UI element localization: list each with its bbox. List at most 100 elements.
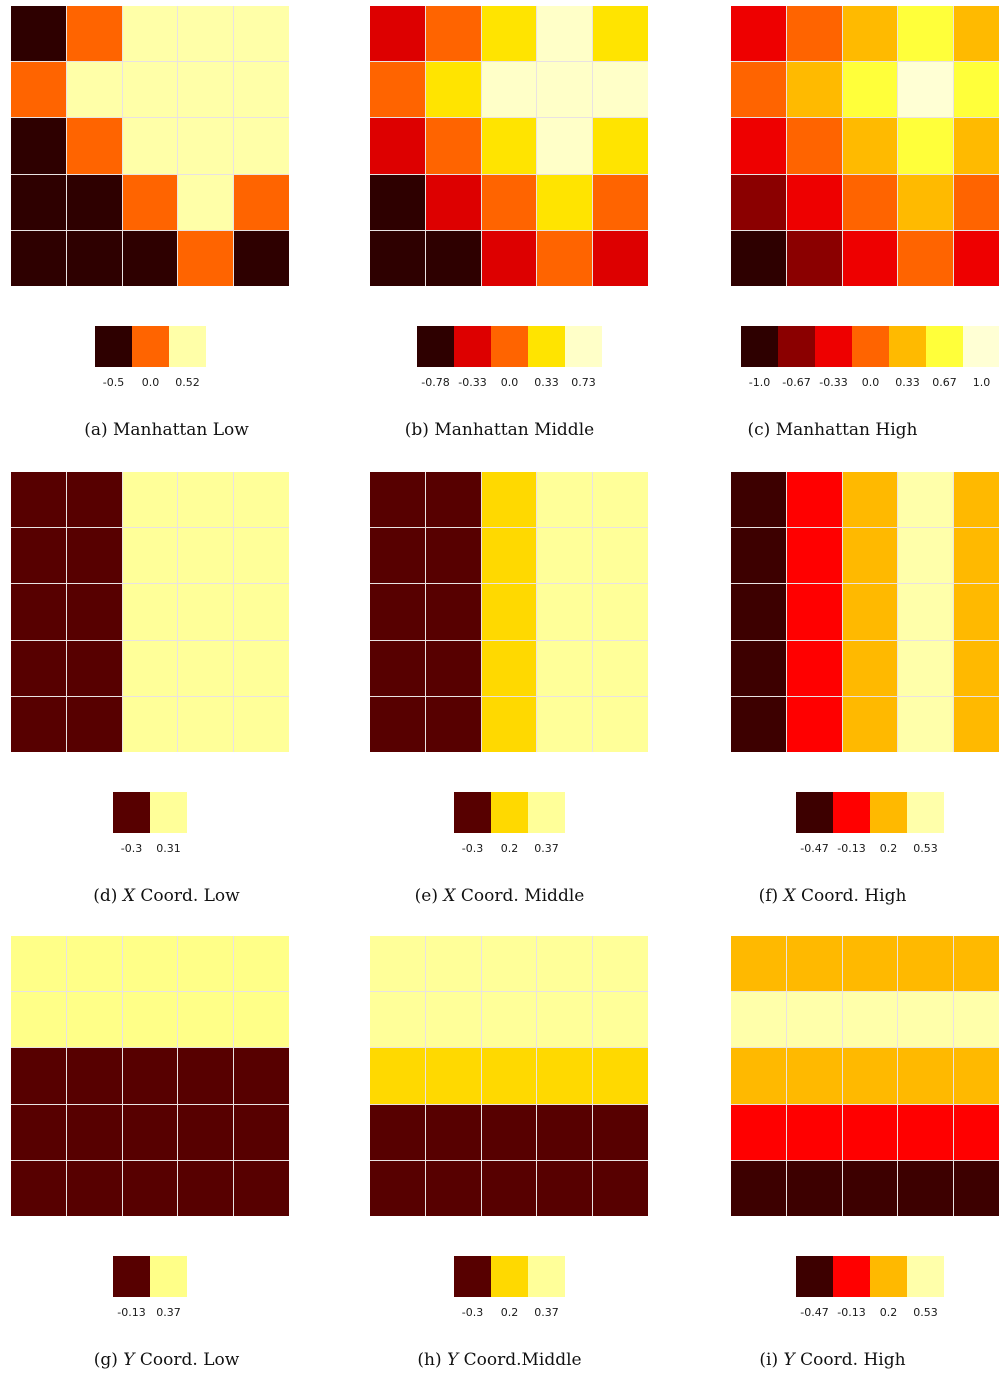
- legend-swatch-0: [113, 792, 150, 833]
- heatmap-cell-r0-c3: [178, 6, 234, 62]
- color-legend: -0.5 0.0 0.52: [0, 326, 333, 389]
- heatmap-cell-r0-c1: [66, 936, 122, 992]
- heatmap-cell-r4-c0: [11, 230, 66, 286]
- legend-swatch-0: [417, 326, 454, 367]
- legend-tick-label-1: 0.37: [156, 1306, 181, 1319]
- heatmap-cell-r1-c4: [234, 528, 289, 584]
- heatmap-cell-r4-c4: [954, 230, 999, 286]
- panel-caption: (b) Manhattan Middle: [404, 420, 595, 440]
- heatmap-cell-r2-c0: [11, 1048, 66, 1104]
- heatmap-cell-r4-c4: [954, 696, 999, 752]
- heatmap-cell-r0-c2: [481, 6, 537, 62]
- heatmap-cell-r2-c1: [786, 1048, 842, 1104]
- heatmap-cell-r3-c1: [66, 1104, 122, 1160]
- heatmap-cell-r3-c1: [425, 640, 481, 696]
- heatmap-cell-r3-c4: [954, 174, 999, 230]
- legend-tick-label-0: -0.47: [800, 842, 829, 855]
- heatmap-cell-r4-c2: [842, 696, 898, 752]
- legend-tick-label-2: 0.37: [534, 842, 559, 855]
- heatmap-cell-r1-c4: [954, 992, 999, 1048]
- heatmap-cell-r2-c0: [731, 118, 786, 174]
- heatmap-cell-r3-c2: [842, 1104, 898, 1160]
- heatmap-cell-r4-c2: [481, 1160, 537, 1216]
- legend-swatch-2: [870, 792, 907, 833]
- heatmap-cell-r0-c4: [954, 472, 999, 528]
- legend-tick-label-2: 0.0: [500, 376, 519, 389]
- legend-swatch-4: [565, 326, 602, 367]
- heatmap-cell-r0-c3: [537, 936, 593, 992]
- heatmap-cell-r1-c1: [786, 992, 842, 1048]
- color-legend: -0.13 0.37: [0, 1256, 333, 1319]
- heatmap-cell-r4-c2: [481, 230, 537, 286]
- heatmap-cell-r3-c2: [122, 174, 178, 230]
- heatmap-cell-r3-c3: [898, 1104, 954, 1160]
- heatmap-cell-r0-c4: [234, 6, 289, 62]
- legend-tick-label-1: 0.31: [156, 842, 181, 855]
- legend-tick-label-6: 1.0: [972, 376, 991, 389]
- heatmap-cell-r0-c2: [842, 472, 898, 528]
- heatmap-cell-r1-c0: [11, 992, 66, 1048]
- heatmap-cell-r4-c3: [178, 1160, 234, 1216]
- heatmap-cell-r3-c3: [178, 174, 234, 230]
- legend-tick-label-4: 0.33: [895, 376, 920, 389]
- heatmap-cell-r2-c2: [122, 118, 178, 174]
- heatmap-cell-r1-c2: [122, 62, 178, 118]
- heatmap-cell-r0-c0: [370, 472, 425, 528]
- heatmap-grid: [11, 936, 289, 1216]
- heatmap-cell-r4-c4: [593, 696, 648, 752]
- heatmap-cell-r1-c1: [66, 528, 122, 584]
- legend-tick-label-3: 0.0: [861, 376, 880, 389]
- heatmap-cell-r4-c3: [537, 1160, 593, 1216]
- heatmap-cell-r4-c0: [11, 1160, 66, 1216]
- heatmap-cell-r2-c2: [842, 118, 898, 174]
- heatmap-cell-r3-c0: [731, 1104, 786, 1160]
- legend-tick-label-0: -0.47: [800, 1306, 829, 1319]
- heatmap-cell-r1-c3: [537, 62, 593, 118]
- heatmap-cell-r3-c3: [898, 174, 954, 230]
- heatmap-cell-r3-c3: [178, 1104, 234, 1160]
- panel-caption: (f) X Coord. High: [758, 886, 907, 906]
- heatmap-cell-r0-c0: [11, 936, 66, 992]
- heatmap-cell-r2-c2: [842, 1048, 898, 1104]
- legend-swatch-2: [169, 326, 206, 367]
- heatmap-cell-r0-c0: [731, 6, 786, 62]
- heatmap-cell-r2-c1: [786, 118, 842, 174]
- heatmap-cell-r3-c1: [425, 1104, 481, 1160]
- heatmap-cell-r3-c0: [731, 174, 786, 230]
- heatmap-cell-r4-c1: [425, 1160, 481, 1216]
- heatmap-grid: [11, 472, 289, 752]
- heatmap-cell-r1-c1: [66, 62, 122, 118]
- legend-swatch-1: [491, 1256, 528, 1297]
- heatmap-cell-r2-c4: [234, 1048, 289, 1104]
- legend-tick-label-0: -0.3: [120, 842, 143, 855]
- heatmap-cell-r3-c1: [66, 640, 122, 696]
- heatmap-cell-r1-c1: [786, 62, 842, 118]
- legend-swatch-3: [907, 792, 944, 833]
- heatmap-cell-r2-c0: [370, 584, 425, 640]
- legend-tick-label-0: -0.3: [461, 842, 484, 855]
- legend-swatch-0: [796, 792, 833, 833]
- heatmap-cell-r2-c1: [66, 118, 122, 174]
- heatmap-cell-r1-c2: [481, 992, 537, 1048]
- legend-swatch-1: [132, 326, 169, 367]
- panel-g: -0.13 0.37 (g) Y Coord. Low: [0, 930, 333, 1392]
- heatmap-cell-r0-c3: [898, 936, 954, 992]
- panel-h: -0.3 0.2 0.37 (h) Y Coord.Middle: [333, 930, 666, 1392]
- heatmap-cell-r2-c4: [593, 1048, 648, 1104]
- heatmap-cell-r1-c4: [234, 62, 289, 118]
- heatmap-cell-r3-c0: [370, 640, 425, 696]
- legend-swatch-2: [815, 326, 852, 367]
- heatmap-cell-r4-c0: [370, 230, 425, 286]
- heatmap-grid: [370, 472, 648, 752]
- heatmap-cell-r3-c1: [66, 174, 122, 230]
- color-legend: -0.47 -0.13 0.2 0.53: [666, 1256, 999, 1319]
- legend-tick-label-2: 0.37: [534, 1306, 559, 1319]
- panel-a: -0.5 0.0 0.52 (a) Manhattan Low: [0, 0, 333, 462]
- heatmap-cell-r1-c1: [425, 528, 481, 584]
- heatmap-cell-r2-c3: [178, 1048, 234, 1104]
- heatmap-cell-r1-c4: [234, 992, 289, 1048]
- heatmap-cell-r2-c0: [11, 584, 66, 640]
- legend-swatch-3: [528, 326, 565, 367]
- heatmap-cell-r4-c2: [842, 1160, 898, 1216]
- heatmap-cell-r1-c0: [731, 992, 786, 1048]
